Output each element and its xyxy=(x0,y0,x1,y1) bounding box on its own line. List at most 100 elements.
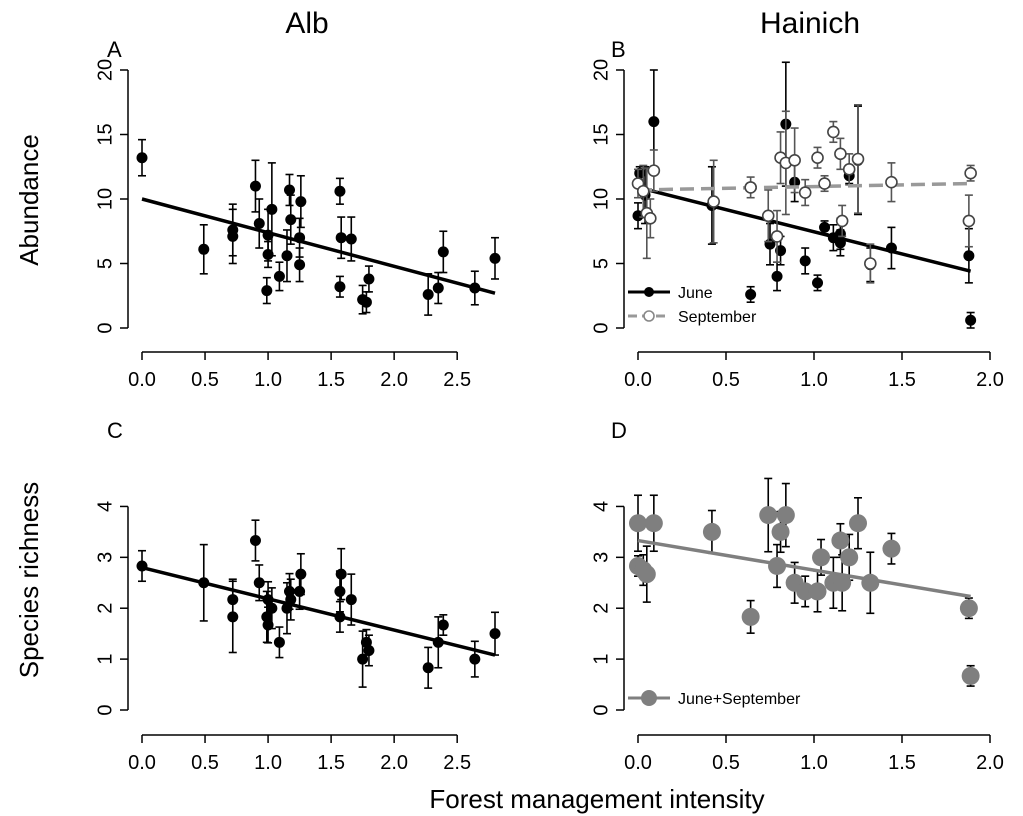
y-tick-label: 10 xyxy=(94,188,116,210)
legend: June+September xyxy=(628,690,801,708)
x-tick-label: 1.0 xyxy=(800,752,828,774)
data-point xyxy=(360,296,372,308)
legend-label: September xyxy=(678,309,757,326)
data-point xyxy=(253,577,265,589)
data-point xyxy=(334,611,346,623)
data-point xyxy=(357,653,369,665)
data-point xyxy=(770,230,784,243)
series-june-september xyxy=(629,477,980,687)
x-tick-label: 0.0 xyxy=(624,752,652,774)
y-tick-label: 0 xyxy=(94,704,116,715)
data-point xyxy=(432,282,444,294)
y-tick-label: 0 xyxy=(590,322,612,333)
data-point xyxy=(266,203,278,215)
data-point xyxy=(281,250,293,262)
plot-area xyxy=(128,56,509,342)
panel-letter: B xyxy=(611,37,626,62)
data-point xyxy=(771,522,790,541)
x-tick-label: 2.0 xyxy=(380,752,408,774)
panel-d: D 0.0 0.5 1.0 1.5 2.0 0 1 2 3 4 June+September xyxy=(590,418,1004,774)
data-point xyxy=(281,602,293,614)
data-point xyxy=(864,257,877,270)
data-point xyxy=(833,573,852,592)
panel-letter: C xyxy=(107,418,123,443)
data-point xyxy=(437,619,449,631)
data-point xyxy=(849,514,867,533)
data-point xyxy=(759,506,778,525)
data-point xyxy=(768,556,787,575)
x-tick-label: 0.5 xyxy=(712,752,740,774)
x-tick-label: 2.0 xyxy=(976,369,1004,391)
legend: June September xyxy=(628,285,757,326)
series-september xyxy=(631,104,977,284)
data-point xyxy=(227,224,239,236)
x-tick-label: 0.5 xyxy=(191,752,219,774)
data-point xyxy=(284,585,296,597)
data-point xyxy=(249,535,261,547)
data-point xyxy=(262,229,274,241)
data-point xyxy=(835,214,849,228)
y-tick-label: 10 xyxy=(590,188,612,210)
y-tick-label: 5 xyxy=(94,258,116,269)
col-title-alb: Alb xyxy=(285,7,328,40)
panel-b: B 0.0 0.5 1.0 1.5 2.0 0 5 10 15 20 June September xyxy=(590,37,1004,391)
x-axis-title: Forest management intensity xyxy=(429,784,764,814)
data-point xyxy=(812,548,831,567)
data-point xyxy=(262,619,274,631)
data-point xyxy=(489,628,501,640)
data-point xyxy=(812,277,824,289)
data-point xyxy=(799,255,811,267)
y-tick-label: 2 xyxy=(94,603,116,614)
data-point xyxy=(819,221,831,233)
data-point xyxy=(636,184,650,198)
y-tick-label: 5 xyxy=(590,258,612,269)
data-point xyxy=(469,282,481,294)
data-point xyxy=(885,242,897,254)
data-point xyxy=(963,250,975,262)
data-point xyxy=(198,243,210,255)
data-point xyxy=(962,214,976,228)
x-tick-label: 1.0 xyxy=(254,752,282,774)
data-point xyxy=(437,246,449,258)
y-tick-label: 20 xyxy=(590,59,612,81)
data-point xyxy=(136,560,148,572)
regression-line xyxy=(637,185,972,273)
y-tick-label: 15 xyxy=(590,123,612,145)
data-point xyxy=(959,599,978,618)
data-point xyxy=(266,602,278,614)
data-point xyxy=(261,285,273,297)
plot-area xyxy=(128,467,509,724)
data-point xyxy=(295,196,307,208)
data-point xyxy=(744,181,757,194)
data-point xyxy=(861,573,880,592)
x-tick-label: 1.5 xyxy=(888,369,916,391)
data-point xyxy=(707,195,720,208)
data-point xyxy=(249,180,261,192)
data-point xyxy=(262,594,274,606)
data-point xyxy=(363,644,375,656)
x-tick-label: 2.0 xyxy=(380,369,408,391)
legend-marker xyxy=(643,310,655,322)
data-point xyxy=(345,594,357,606)
data-point xyxy=(964,166,977,180)
x-tick-label: 2.0 xyxy=(976,752,1004,774)
data-point xyxy=(834,147,847,161)
data-point xyxy=(262,248,274,260)
panel-a: A 0.0 0.5 1.0 1.5 2.0 2.5 0 5 10 15 20 xyxy=(94,37,509,391)
regression-line xyxy=(141,197,496,295)
data-point xyxy=(644,514,663,533)
data-point xyxy=(363,273,375,285)
regression-line xyxy=(637,181,971,192)
data-point xyxy=(818,177,831,190)
col-title-hainich: Hainich xyxy=(760,7,860,40)
data-point xyxy=(637,565,656,584)
data-point xyxy=(796,582,815,601)
data-point xyxy=(273,636,285,648)
data-point xyxy=(432,636,444,648)
y-tick-label: 1 xyxy=(590,654,612,665)
data-point xyxy=(761,209,775,223)
data-point xyxy=(811,151,824,165)
data-point xyxy=(284,184,296,196)
x-tick-label: 0.5 xyxy=(712,369,740,391)
